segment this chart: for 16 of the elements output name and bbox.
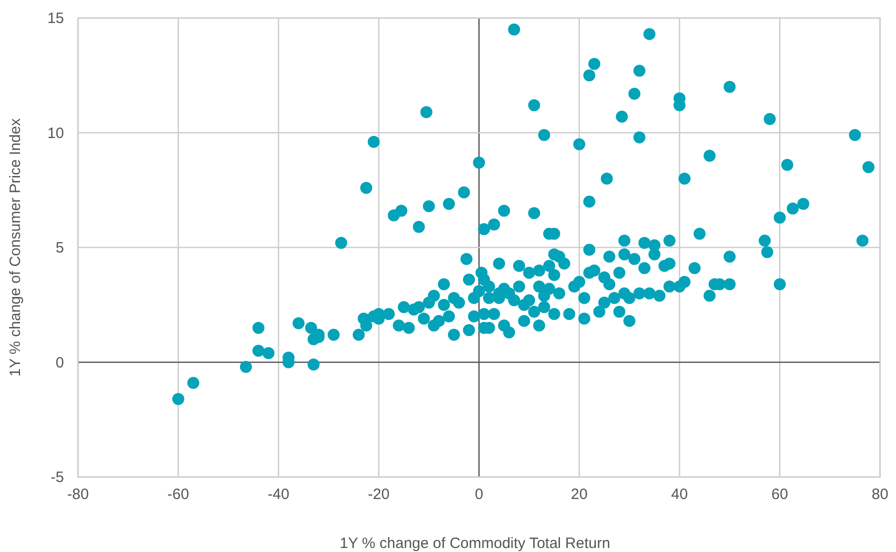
y-axis-title: 1Y % change of Consumer Price Index: [7, 118, 24, 377]
y-tick-label: 5: [56, 240, 64, 256]
x-axis-title: 1Y % change of Commodity Total Return: [340, 535, 610, 552]
x-tick-label: 0: [474, 486, 484, 503]
x-tick-label: -80: [67, 486, 89, 503]
x-tick-label: -40: [268, 486, 290, 503]
x-tick-label: -60: [167, 486, 190, 503]
y-tick-label: -5: [50, 469, 64, 486]
x-tick-label: 80: [872, 486, 888, 503]
x-tick-label: 20: [570, 486, 588, 503]
y-tick-label: 10: [47, 124, 64, 142]
x-tick-label: 40: [671, 486, 688, 503]
x-tick-label: -20: [368, 486, 390, 503]
x-tick-label: 60: [771, 486, 788, 503]
y-tick-label: 0: [56, 354, 64, 372]
y-tick-label: 15: [47, 10, 64, 27]
